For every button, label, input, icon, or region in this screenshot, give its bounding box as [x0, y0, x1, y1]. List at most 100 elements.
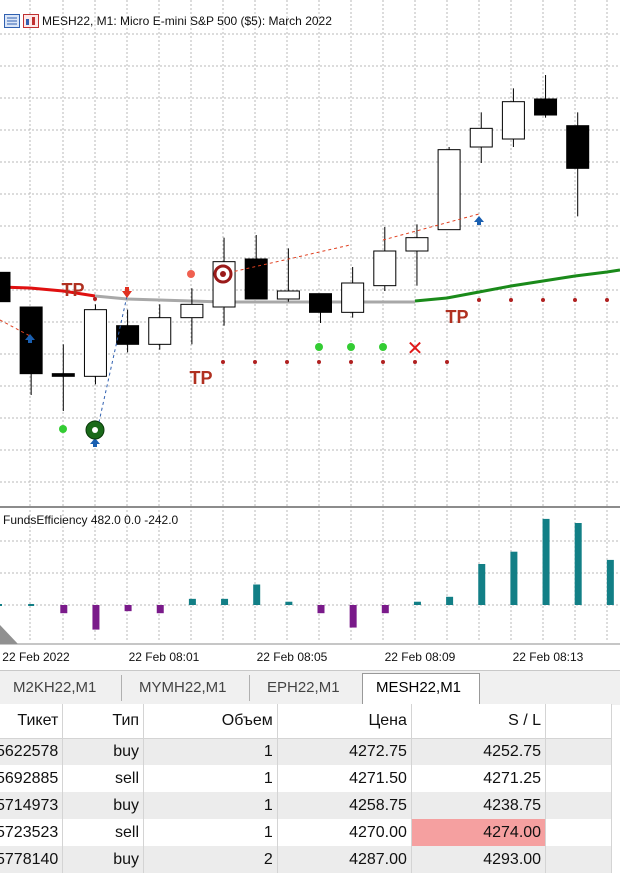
chart-symbol-title: MESH22, M1: Micro E-mini S&P 500 ($5): M… — [42, 14, 332, 28]
time-axis-label: 22 Feb 08:01 — [129, 650, 200, 664]
table-row[interactable]: 5723523 sell 1 4270.00 4274.00 — [0, 819, 612, 846]
histogram-bar — [253, 584, 261, 605]
table-header-row: Тикет Тип Объем Цена S / L — [0, 704, 612, 739]
cell-stop-loss: 4252.75 — [411, 738, 547, 765]
cell-type: buy — [62, 792, 145, 819]
tab-mymh22[interactable]: MYMH22,M1 — [126, 675, 250, 701]
trade-line — [382, 213, 480, 241]
signal-dot — [347, 343, 355, 351]
cell-price: 4258.75 — [277, 792, 412, 819]
signal-dot — [379, 343, 387, 351]
column-header-type[interactable]: Тип — [62, 704, 145, 739]
cell-volume: 1 — [143, 792, 278, 819]
histogram-bar — [542, 518, 550, 605]
bear-candle — [566, 125, 590, 169]
column-header-price[interactable]: Цена — [277, 704, 412, 739]
histogram-bar — [446, 596, 454, 605]
cell-stop-loss: 4238.75 — [411, 792, 547, 819]
chart-area[interactable]: TP TP TP ✕ 22 Feb 2022 22 Feb 08:01 22 Feb 08… — [0, 0, 620, 670]
histogram-bar — [60, 605, 68, 614]
cell-price: 4287.00 — [277, 846, 412, 873]
bull-candle — [83, 309, 107, 377]
exit-marker-icon — [220, 271, 226, 277]
scroll-shift-marker — [0, 625, 18, 644]
histogram-bar — [188, 598, 196, 605]
tab-mesh22[interactable]: MESH22,M1 — [362, 673, 480, 704]
stop-dot — [509, 298, 513, 302]
cell-ticket: 5714973 — [0, 792, 64, 819]
cell-price: 4271.50 — [277, 765, 412, 792]
stop-dot — [477, 298, 481, 302]
stop-dot — [253, 360, 257, 364]
price-chart[interactable]: TP TP TP ✕ 22 Feb 2022 22 Feb 08:01 22 Feb 08… — [0, 0, 620, 670]
histogram-bar — [574, 523, 582, 605]
buy-arrow-icon — [90, 438, 100, 447]
tp-label: TP — [445, 307, 468, 327]
cell-ticket: 5622578 — [0, 738, 64, 765]
stop-dot — [349, 360, 353, 364]
sell-arrow-icon — [122, 287, 132, 298]
histogram-bar — [478, 564, 486, 605]
bear-candle — [0, 271, 11, 303]
cell-stop-loss: 4293.00 — [411, 846, 547, 873]
stop-dot — [317, 360, 321, 364]
cell-stop-loss: 4271.25 — [411, 765, 547, 792]
cell-type: sell — [62, 765, 145, 792]
time-axis-label: 22 Feb 08:09 — [385, 650, 456, 664]
symbol-tab-bar: M2KH22,M1 MYMH22,M1 EPH22,M1 MESH22,M1 — [0, 670, 620, 705]
stop-dot — [445, 360, 449, 364]
bull-candle — [469, 127, 493, 148]
column-header-ticket[interactable]: Тикет — [0, 704, 64, 739]
table-row[interactable]: 5622578 buy 1 4272.75 4252.75 — [0, 738, 612, 765]
stop-dot — [541, 298, 545, 302]
cell-price: 4272.75 — [277, 738, 412, 765]
cell-volume: 2 — [143, 846, 278, 873]
chart-window-icon[interactable] — [23, 14, 39, 28]
cell-price: 4270.00 — [277, 819, 412, 846]
indicator-label: FundsEfficiency 482.0 0.0 -242.0 — [3, 513, 179, 527]
cell-extra — [545, 738, 612, 765]
ma-line-red — [0, 285, 96, 298]
cell-extra — [545, 819, 612, 846]
table-row[interactable]: 5714973 buy 1 4258.75 4238.75 — [0, 792, 612, 819]
chart-list-icon[interactable] — [4, 14, 20, 28]
stop-dot — [413, 360, 417, 364]
cell-ticket: 5692885 — [0, 765, 64, 792]
tab-m2kh22[interactable]: M2KH22,M1 — [0, 675, 122, 701]
histogram-bar — [124, 605, 132, 612]
column-header-stop-loss[interactable]: S / L — [411, 704, 547, 739]
stop-dot — [605, 298, 609, 302]
buy-arrow-icon — [25, 334, 35, 343]
histogram-bar — [413, 601, 421, 605]
buy-arrow-icon — [474, 216, 484, 225]
table-row[interactable]: 5778140 buy 2 4287.00 4293.00 — [0, 846, 612, 873]
bear-candle — [309, 293, 332, 313]
cell-extra — [545, 846, 612, 873]
bear-candle — [116, 325, 140, 345]
histogram-bar — [606, 559, 614, 605]
tab-eph22[interactable]: EPH22,M1 — [267, 679, 340, 696]
tp-label: TP — [61, 280, 84, 300]
stop-dot — [93, 297, 97, 301]
histogram-bar — [221, 598, 229, 605]
trade-line — [94, 295, 128, 441]
table-row[interactable]: 5692885 sell 1 4271.50 4271.25 — [0, 765, 612, 792]
column-header-extra[interactable] — [545, 704, 612, 739]
entry-marker-icon — [92, 427, 98, 433]
bull-candle — [276, 290, 300, 300]
column-header-volume[interactable]: Объем — [143, 704, 278, 739]
stop-dot — [381, 360, 385, 364]
histogram-bar — [510, 551, 518, 605]
chart-title-bar: MESH22, M1: Micro E-mini S&P 500 ($5): M… — [4, 11, 332, 31]
cell-ticket: 5778140 — [0, 846, 64, 873]
cell-ticket: 5723523 — [0, 819, 64, 846]
signal-dot — [187, 270, 195, 278]
close-mark-icon: ✕ — [407, 336, 424, 360]
trade-line — [222, 244, 351, 275]
histogram-bar — [92, 605, 100, 630]
orders-table: Тикет Тип Объем Цена S / L 5622578 buy 1… — [0, 704, 612, 873]
histogram-bar — [317, 605, 325, 614]
cell-extra — [545, 792, 612, 819]
bull-candle — [373, 250, 397, 287]
bear-candle — [534, 98, 558, 116]
